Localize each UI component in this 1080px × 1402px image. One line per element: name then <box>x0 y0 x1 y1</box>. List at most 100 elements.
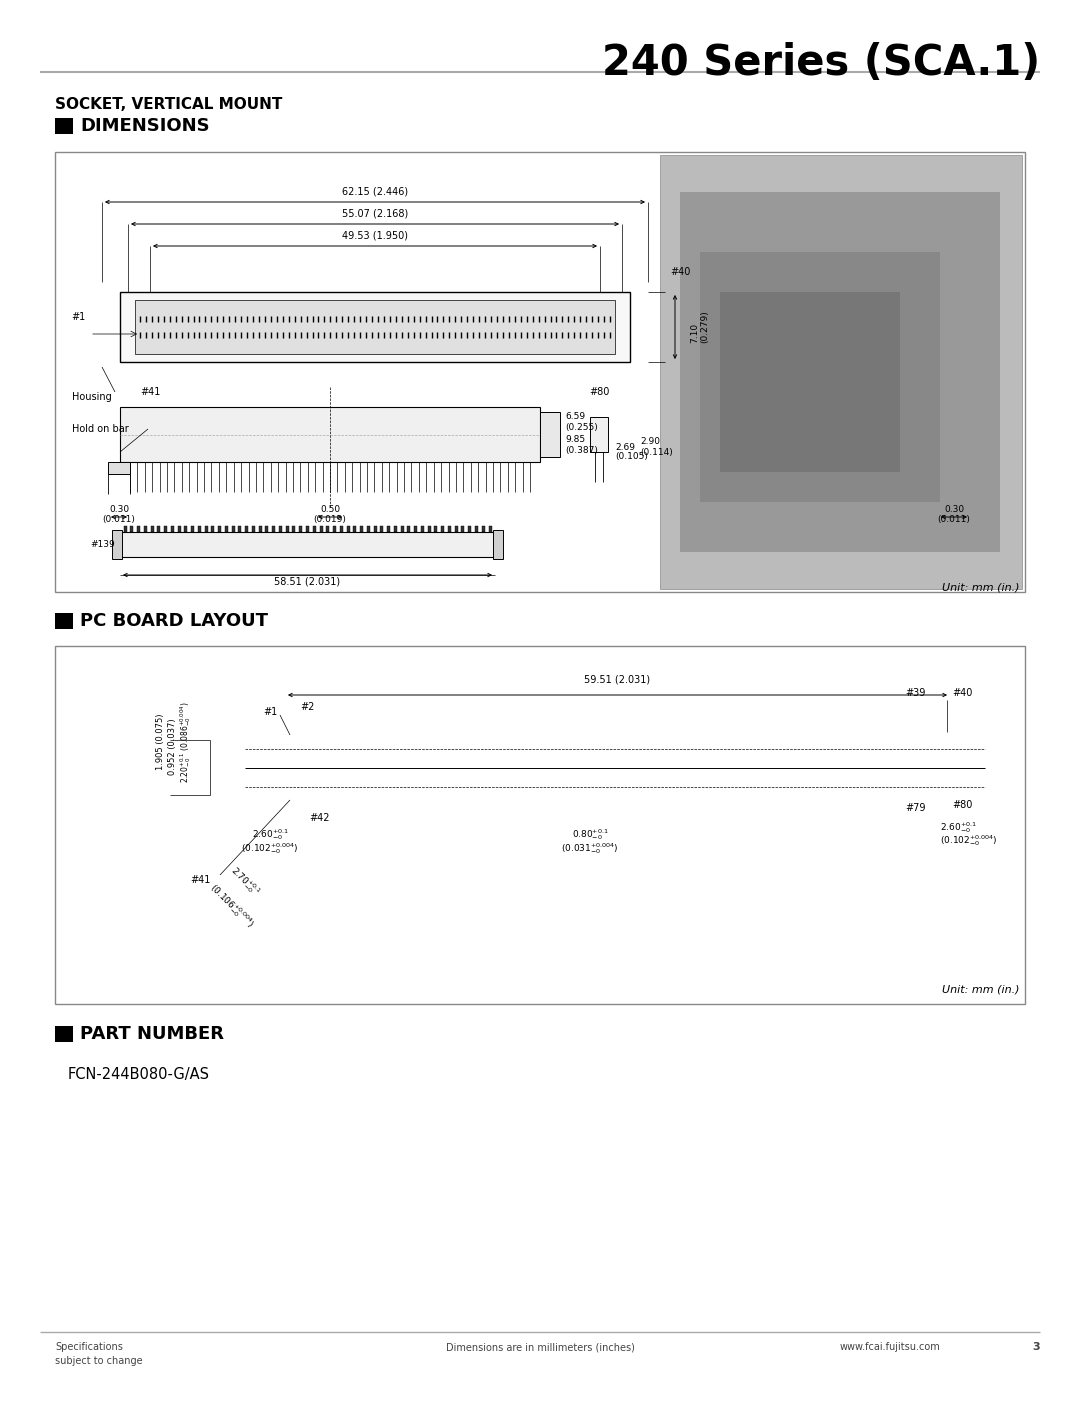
Text: 2.60$^{+0.1}_{-0}$: 2.60$^{+0.1}_{-0}$ <box>252 827 288 843</box>
Bar <box>340 526 342 531</box>
Text: #2: #2 <box>300 702 314 712</box>
Bar <box>120 292 630 362</box>
Text: (0.102$^{+0.004}_{-0}$): (0.102$^{+0.004}_{-0}$) <box>940 833 998 848</box>
Text: 0.30
(0.011): 0.30 (0.011) <box>103 505 135 524</box>
Bar <box>660 156 1022 589</box>
Text: #41: #41 <box>190 875 211 885</box>
Text: #1: #1 <box>71 313 85 322</box>
Text: #40: #40 <box>951 688 972 698</box>
Text: 6.59: 6.59 <box>565 412 585 421</box>
Bar <box>204 526 207 531</box>
Bar <box>112 530 122 559</box>
Text: #79: #79 <box>906 803 927 813</box>
Bar <box>482 526 485 531</box>
Bar <box>360 526 363 531</box>
Text: DIMENSIONS: DIMENSIONS <box>80 116 210 135</box>
Text: 9.85: 9.85 <box>565 435 585 444</box>
Text: 58.51 (2.031): 58.51 (2.031) <box>274 578 340 587</box>
Bar <box>407 526 410 531</box>
Bar <box>135 300 615 353</box>
Text: 62.15 (2.446): 62.15 (2.446) <box>342 186 408 198</box>
Text: (0.106$^{+0.004}_{-0}$): (0.106$^{+0.004}_{-0}$) <box>206 880 258 931</box>
Bar <box>266 526 269 531</box>
Bar <box>488 526 491 531</box>
Text: 59.51 (2.031): 59.51 (2.031) <box>584 674 650 686</box>
Text: 1.905 (0.075): 1.905 (0.075) <box>156 714 164 770</box>
Text: Specifications
subject to change: Specifications subject to change <box>55 1342 143 1366</box>
Text: #42: #42 <box>309 813 329 823</box>
Text: (0.105): (0.105) <box>615 453 648 461</box>
Text: FCN-244B080-G/AS: FCN-244B080-G/AS <box>68 1067 210 1082</box>
Text: Hold on bar: Hold on bar <box>72 423 129 435</box>
Text: PC BOARD LAYOUT: PC BOARD LAYOUT <box>80 613 268 629</box>
Bar <box>469 526 471 531</box>
Text: #80: #80 <box>590 387 610 397</box>
Bar <box>55 613 73 629</box>
Bar <box>333 526 336 531</box>
Text: 3: 3 <box>1032 1342 1040 1352</box>
Text: 0.80$^{+0.1}_{-0}$: 0.80$^{+0.1}_{-0}$ <box>571 827 608 843</box>
Bar <box>272 526 275 531</box>
Bar <box>720 292 900 472</box>
Bar <box>428 526 431 531</box>
Bar <box>455 526 458 531</box>
Bar <box>442 526 444 531</box>
Bar <box>137 526 140 531</box>
Text: #41: #41 <box>140 387 160 397</box>
Bar <box>540 412 561 457</box>
Text: #1: #1 <box>262 707 276 716</box>
Bar <box>231 526 234 531</box>
Text: #80: #80 <box>951 801 972 810</box>
Text: Housing: Housing <box>72 393 111 402</box>
Text: (0.102$^{+0.004}_{-0}$): (0.102$^{+0.004}_{-0}$) <box>241 841 299 857</box>
Bar <box>259 526 261 531</box>
Bar <box>120 407 540 463</box>
Bar <box>55 646 1025 1004</box>
Text: #39: #39 <box>906 688 926 698</box>
Text: 2.20$^{+0.1}_{-0}$ (0.086$^{+0.004}_{-0}$): 2.20$^{+0.1}_{-0}$ (0.086$^{+0.004}_{-0}… <box>178 701 193 782</box>
Text: www.fcai.fujitsu.com: www.fcai.fujitsu.com <box>840 1342 941 1352</box>
Bar <box>313 526 315 531</box>
Bar <box>198 526 201 531</box>
Bar <box>55 151 1025 592</box>
Bar <box>700 252 940 502</box>
Bar <box>414 526 417 531</box>
Polygon shape <box>630 282 650 372</box>
Bar <box>306 526 309 531</box>
Bar <box>55 118 73 135</box>
Text: 2.60$^{+0.1}_{-0}$: 2.60$^{+0.1}_{-0}$ <box>940 820 977 836</box>
Bar <box>286 526 288 531</box>
Text: 0.30
(0.011): 0.30 (0.011) <box>937 505 971 524</box>
Bar <box>218 526 221 531</box>
Bar <box>171 526 174 531</box>
Bar <box>448 526 451 531</box>
Bar <box>434 526 437 531</box>
Text: Dimensions are in millimeters (inches): Dimensions are in millimeters (inches) <box>446 1342 634 1352</box>
Text: 2.90: 2.90 <box>640 437 660 446</box>
Text: SOCKET, VERTICAL MOUNT: SOCKET, VERTICAL MOUNT <box>55 97 282 112</box>
Text: #139: #139 <box>91 540 114 550</box>
Text: (0.031$^{+0.004}_{-0}$): (0.031$^{+0.004}_{-0}$) <box>562 841 619 857</box>
Bar <box>225 526 228 531</box>
Text: #40: #40 <box>670 266 690 278</box>
Bar <box>164 526 167 531</box>
Bar <box>394 526 396 531</box>
Bar <box>387 526 390 531</box>
Text: PART NUMBER: PART NUMBER <box>80 1025 224 1043</box>
Text: (0.255): (0.255) <box>565 423 597 432</box>
Bar <box>380 526 383 531</box>
Bar <box>144 526 147 531</box>
Bar <box>131 526 133 531</box>
Bar <box>367 526 369 531</box>
Bar <box>320 526 323 531</box>
Bar <box>680 192 1000 552</box>
Bar <box>326 526 329 531</box>
Bar <box>293 526 296 531</box>
Text: Unit: mm (in.): Unit: mm (in.) <box>943 984 1020 994</box>
Bar <box>475 526 478 531</box>
Bar <box>252 526 255 531</box>
Text: Unit: mm (in.): Unit: mm (in.) <box>943 582 1020 592</box>
Text: 55.07 (2.168): 55.07 (2.168) <box>342 209 408 219</box>
Bar <box>120 531 495 557</box>
Bar <box>191 526 194 531</box>
